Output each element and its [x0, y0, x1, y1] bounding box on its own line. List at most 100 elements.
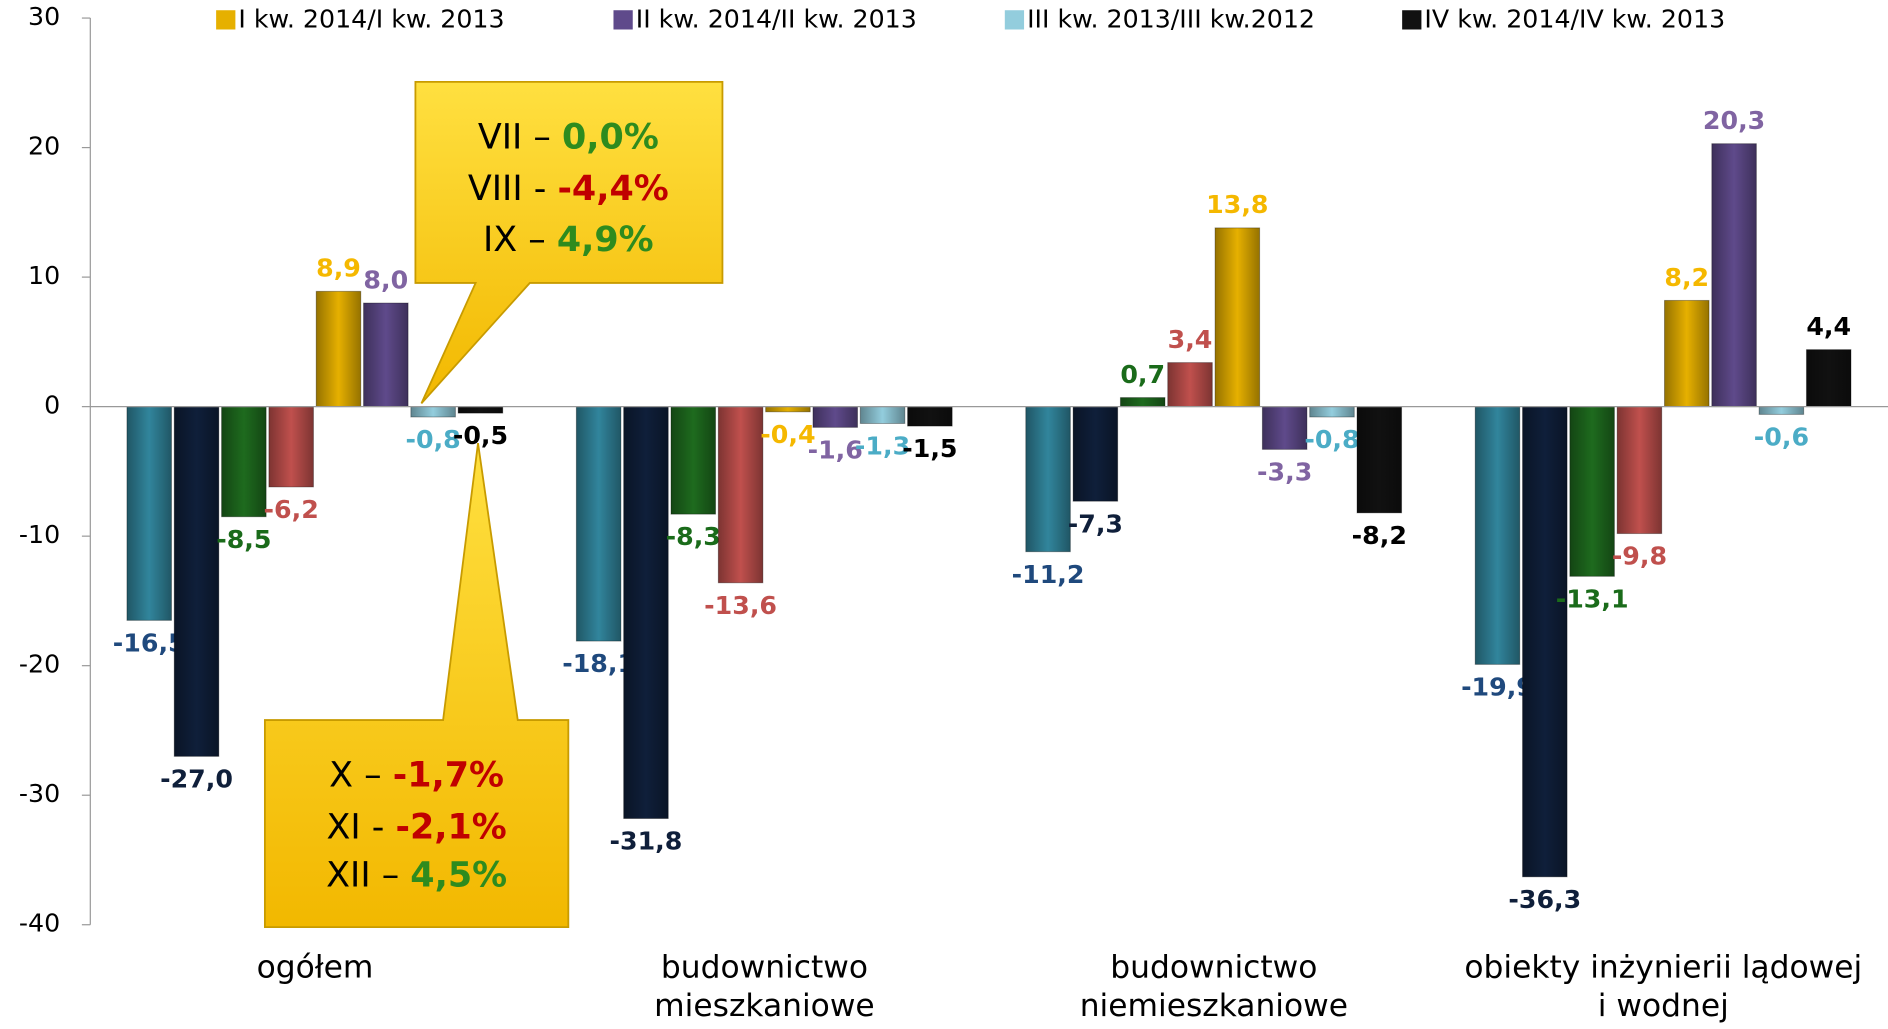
bar-shade: [316, 291, 361, 407]
callout-part: –: [382, 856, 411, 896]
bar-shade: [1617, 406, 1662, 534]
bar-shade: [1120, 397, 1165, 407]
y-tick-label: -30: [19, 779, 60, 808]
bar-shade: [1759, 406, 1804, 415]
callout-part: –: [528, 220, 557, 260]
callout-text: X – -1,7%: [329, 756, 504, 796]
callout-text: IX – 4,9%: [483, 220, 654, 260]
callout: [263, 442, 570, 929]
bar-shade: [1309, 406, 1355, 417]
bar-shade: [1167, 362, 1213, 407]
y-tick-label: 0: [44, 391, 60, 420]
callout-part: -1,7%: [393, 756, 504, 796]
bar-shade: [458, 406, 503, 414]
bar-shade: [1522, 406, 1568, 877]
value-label: 8,0: [363, 265, 408, 294]
bar-shade: [1806, 349, 1852, 407]
callout-text: XI - -2,1%: [326, 807, 506, 847]
bar-shade: [812, 406, 858, 428]
callout-text: XII – 4,5%: [326, 856, 507, 896]
bar-shade: [126, 406, 172, 621]
value-label: 3,4: [1168, 325, 1213, 354]
y-tick-label: 20: [28, 132, 60, 161]
callout-part: –: [533, 117, 562, 157]
bar-shade: [1215, 227, 1260, 407]
callout-part: -: [372, 807, 396, 847]
legend-label: I kw. 2014/I kw. 2013: [238, 4, 504, 33]
legend-label: II kw. 2014/II kw. 2013: [636, 4, 917, 33]
value-label: -13,6: [704, 591, 777, 620]
value-label: -3,3: [1257, 457, 1312, 486]
y-tick-label: 30: [28, 2, 60, 31]
callout-part: VII: [478, 117, 534, 157]
legend-label: IV kw. 2014/IV kw. 2013: [1424, 4, 1725, 33]
callout-part: XI: [326, 807, 371, 847]
callout-part: VIII: [468, 169, 534, 209]
callout-part: IX: [483, 220, 528, 260]
value-label: -8,5: [216, 525, 271, 554]
value-label: -11,2: [1012, 560, 1085, 589]
bar-shade: [860, 406, 905, 424]
x-tick-label: ogółem: [256, 950, 374, 987]
value-label: -1,3: [855, 432, 910, 461]
callout-text: VII – 0,0%: [478, 117, 659, 157]
callout-part: -: [534, 169, 558, 209]
bar-shade: [221, 406, 267, 517]
value-label: -1,5: [902, 434, 957, 463]
legend-swatch: [1004, 10, 1025, 30]
x-tick-label: obiekty inżynierii lądowej i wodnej: [1464, 950, 1863, 1025]
y-tick-label: -10: [19, 520, 60, 549]
callout-part: 4,5%: [410, 856, 507, 896]
y-tick-label: 10: [28, 261, 60, 290]
bar-shade: [363, 303, 409, 407]
y-tick-label: -40: [19, 909, 60, 938]
bar-shade: [907, 406, 953, 427]
bar-shade: [268, 406, 314, 487]
bar-shade: [1262, 406, 1307, 450]
bar-shade: [576, 406, 621, 642]
legend-swatch: [216, 10, 236, 30]
value-label: 4,4: [1806, 312, 1851, 341]
value-label: -16,5: [113, 628, 186, 657]
value-label: -18,1: [562, 649, 635, 678]
bar-shade: [765, 406, 811, 412]
callout-part: -4,4%: [557, 169, 668, 209]
value-label: -0,8: [406, 425, 461, 454]
callout-part: X: [329, 756, 364, 796]
value-label: -31,8: [610, 827, 683, 856]
value-label: 20,3: [1703, 106, 1765, 135]
value-label: -13,1: [1556, 584, 1629, 613]
callout-part: 4,9%: [557, 220, 654, 260]
value-label: -8,3: [666, 522, 721, 551]
value-label: -9,8: [1612, 542, 1667, 571]
callout-part: 0,0%: [562, 117, 659, 157]
x-tick-label: budownictwo niemieszkaniowe: [1079, 950, 1349, 1025]
callout-part: XII: [326, 856, 382, 896]
value-label: 8,2: [1664, 263, 1709, 292]
callout: [414, 80, 724, 404]
bar-shade: [1073, 406, 1118, 502]
bar-shade: [671, 406, 716, 515]
callout-part: –: [364, 756, 393, 796]
value-label: -36,3: [1508, 885, 1581, 914]
value-label: 8,9: [316, 254, 361, 283]
bar-shade: [1664, 300, 1710, 407]
value-label: -6,2: [264, 495, 319, 524]
value-label: -0,6: [1754, 422, 1809, 451]
bar-shade: [623, 406, 669, 819]
legend-label: III kw. 2013/III kw.2012: [1027, 4, 1315, 33]
bar-shade: [1475, 406, 1520, 665]
bar-shade: [410, 406, 456, 417]
value-label: -0,4: [760, 420, 815, 449]
bar-shade: [1569, 406, 1615, 577]
value-label: -0,8: [1304, 425, 1359, 454]
value-label: -7,3: [1068, 509, 1123, 538]
value-label: -27,0: [160, 764, 233, 793]
legend-swatch: [1402, 10, 1422, 30]
value-label: -19,9: [1461, 672, 1534, 701]
legend-swatch: [613, 10, 633, 30]
y-tick-label: -20: [19, 650, 60, 679]
value-label: -0,5: [453, 421, 508, 450]
